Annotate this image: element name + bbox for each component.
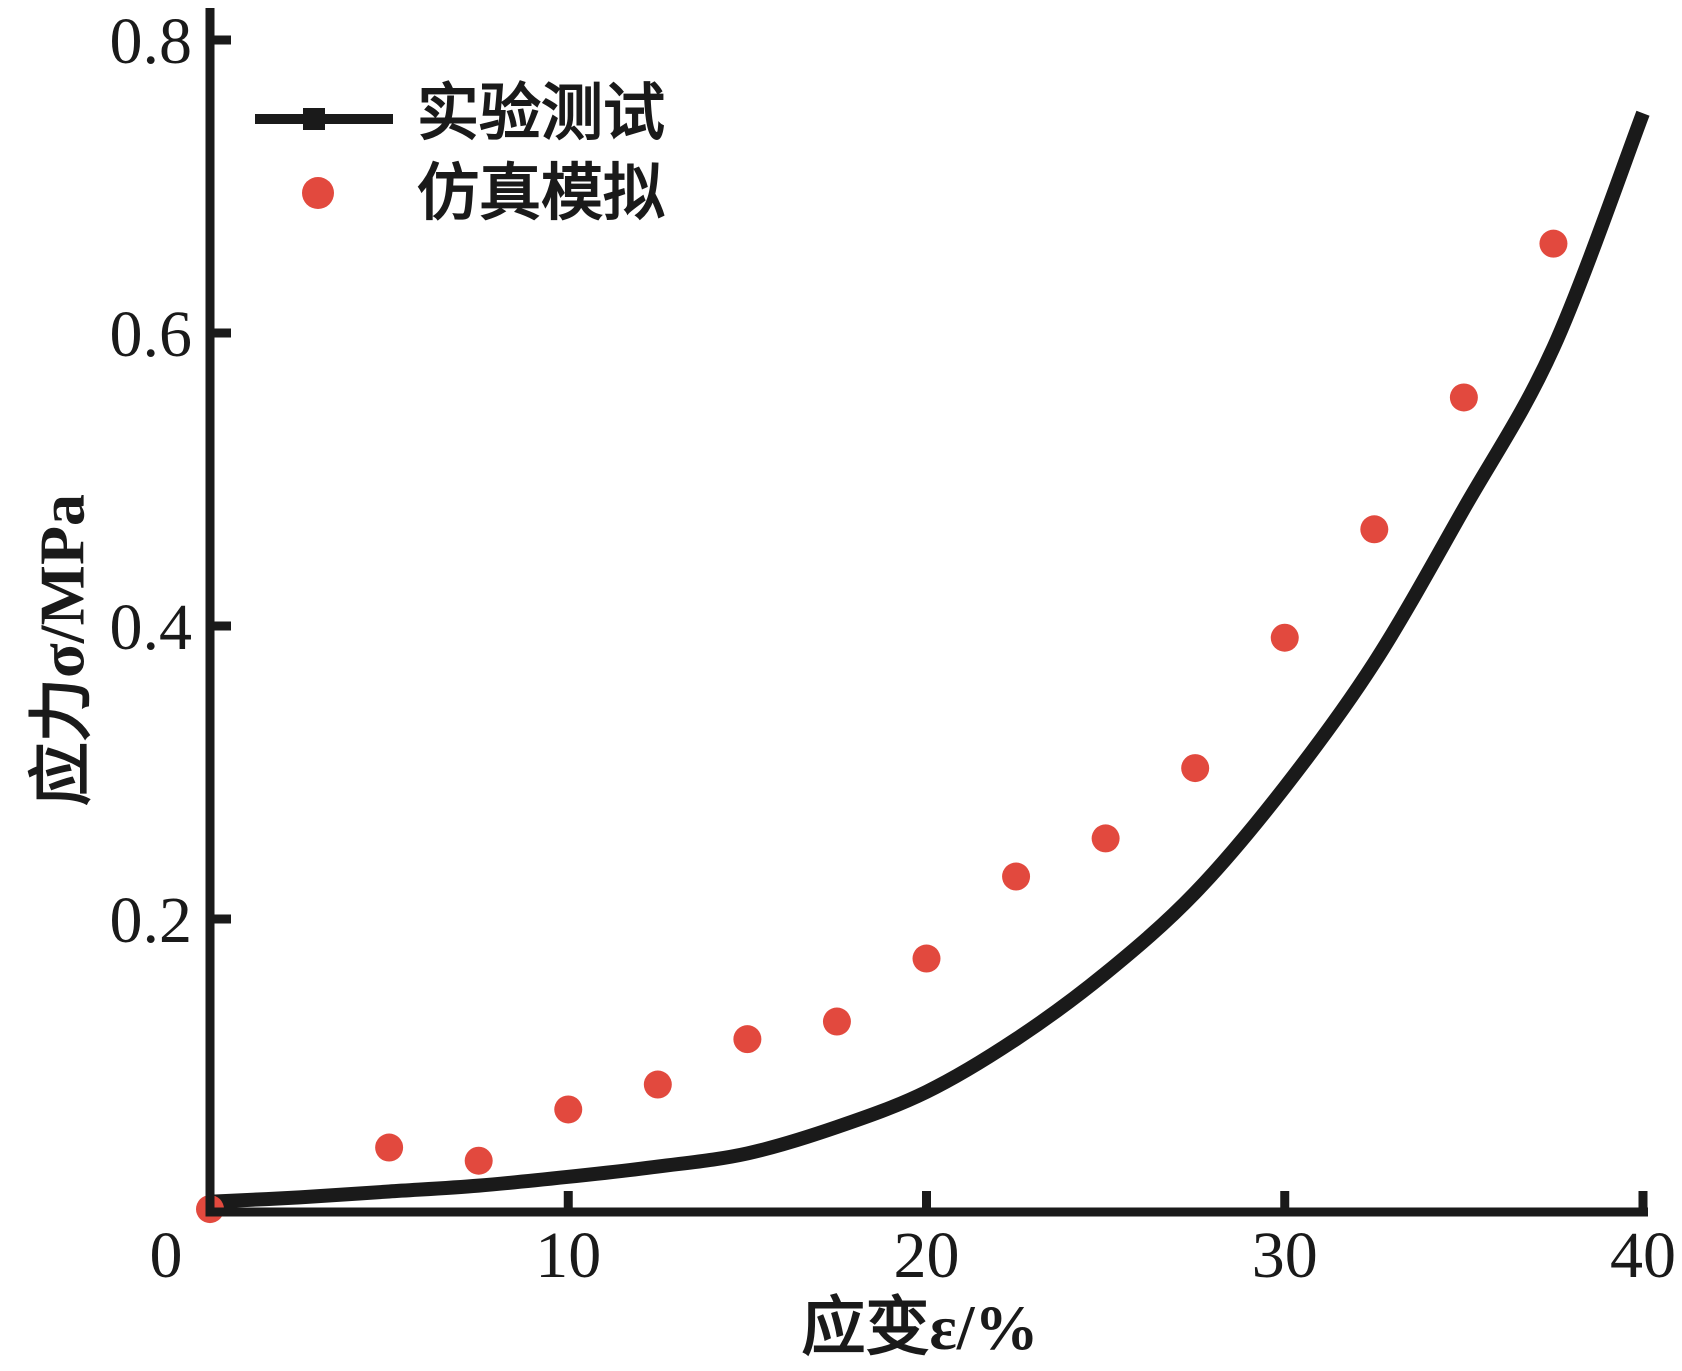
- x-tick-label: 10: [535, 1219, 601, 1292]
- simulation-data-point: [1539, 229, 1568, 258]
- y-tick-label: 0.6: [110, 298, 193, 371]
- simulation-data-point: [822, 1007, 851, 1036]
- simulation-data-point: [912, 944, 941, 973]
- simulation-data-point: [375, 1133, 404, 1162]
- legend-square-marker: [303, 108, 325, 130]
- x-tick-label: 30: [1252, 1219, 1318, 1292]
- legend-dot-marker: [302, 177, 334, 209]
- simulation-data-point: [643, 1070, 672, 1099]
- simulation-data-point: [1181, 754, 1210, 783]
- y-axis-title: 应力σ/MPa: [27, 494, 98, 806]
- simulation-data-point: [1002, 862, 1031, 891]
- y-tick-label: 0.4: [110, 591, 193, 664]
- simulation-data-point: [554, 1095, 583, 1124]
- simulation-data-point: [464, 1146, 493, 1175]
- experimental-curve: [209, 110, 1650, 1209]
- simulation-data-point: [1449, 383, 1478, 412]
- simulation-data-point: [1270, 623, 1299, 652]
- axes: 0 10 20 30 40 0.2 0.4 0.6 0.8: [110, 5, 1677, 1292]
- experimental-series-layer: [209, 110, 1650, 1209]
- x-tick-label: 0: [150, 1219, 183, 1292]
- x-tick-label: 40: [1610, 1219, 1676, 1292]
- x-tick-label: 20: [894, 1219, 960, 1292]
- simulation-data-point: [733, 1025, 762, 1054]
- legend-label-experimental: 实验测试: [417, 79, 665, 148]
- simulation-data-point: [1091, 824, 1120, 853]
- y-tick-label: 0.2: [110, 884, 193, 957]
- simulation-data-point: [1360, 515, 1389, 544]
- legend: 实验测试 仿真模拟: [255, 79, 665, 228]
- y-tick-label: 0.8: [110, 5, 193, 78]
- legend-label-simulation: 仿真模拟: [417, 159, 665, 228]
- simulation-series-layer: [196, 229, 1568, 1224]
- x-axis-title: 应变ε/%: [801, 1292, 1038, 1363]
